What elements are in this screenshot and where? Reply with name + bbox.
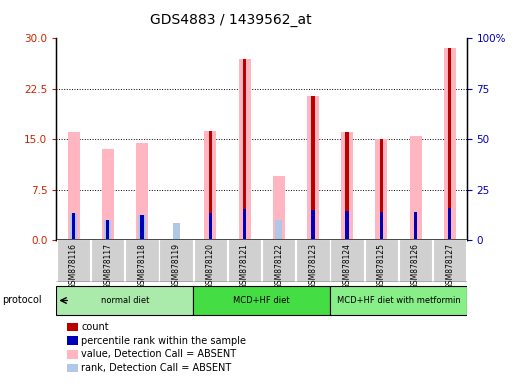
Bar xyxy=(70,213,77,240)
Bar xyxy=(56,286,193,315)
Bar xyxy=(444,48,456,240)
Bar xyxy=(68,132,80,240)
Bar xyxy=(57,239,90,282)
Bar xyxy=(376,139,387,240)
Bar xyxy=(433,239,466,282)
Bar xyxy=(243,58,246,240)
Bar xyxy=(243,209,246,240)
Bar xyxy=(160,239,193,282)
Text: GSM878117: GSM878117 xyxy=(103,243,112,289)
Bar xyxy=(239,58,250,240)
Text: value, Detection Call = ABSENT: value, Detection Call = ABSENT xyxy=(81,349,236,359)
Bar xyxy=(380,139,383,240)
Bar xyxy=(414,212,417,240)
Bar xyxy=(91,239,125,282)
Bar xyxy=(104,220,111,240)
Text: GSM878125: GSM878125 xyxy=(377,243,386,289)
Bar xyxy=(204,131,216,240)
Text: GSM878120: GSM878120 xyxy=(206,243,215,289)
Bar xyxy=(345,211,349,240)
Text: GSM878121: GSM878121 xyxy=(240,243,249,288)
Bar xyxy=(448,208,451,240)
Text: GSM878119: GSM878119 xyxy=(172,243,181,289)
Bar xyxy=(193,239,227,282)
Bar xyxy=(102,149,114,240)
Text: GSM878123: GSM878123 xyxy=(308,243,318,289)
Text: MCD+HF diet with metformin: MCD+HF diet with metformin xyxy=(337,296,460,305)
Text: GDS4883 / 1439562_at: GDS4883 / 1439562_at xyxy=(150,13,312,27)
Text: count: count xyxy=(81,322,109,332)
Text: GSM878126: GSM878126 xyxy=(411,243,420,289)
Text: MCD+HF diet: MCD+HF diet xyxy=(233,296,290,305)
Bar xyxy=(140,215,144,240)
Bar xyxy=(193,286,330,315)
Bar xyxy=(345,132,349,240)
Bar xyxy=(330,239,364,282)
Bar xyxy=(311,96,314,240)
Bar xyxy=(380,212,383,240)
Bar xyxy=(275,220,282,240)
Bar xyxy=(448,48,451,240)
Bar xyxy=(209,131,212,240)
Bar xyxy=(307,96,319,240)
Text: normal diet: normal diet xyxy=(101,296,149,305)
Bar xyxy=(296,239,330,282)
Bar xyxy=(228,239,261,282)
Bar xyxy=(125,239,159,282)
Bar xyxy=(273,176,285,240)
Bar xyxy=(209,213,212,240)
Text: percentile rank within the sample: percentile rank within the sample xyxy=(81,336,246,346)
Bar xyxy=(365,239,398,282)
Bar xyxy=(139,215,146,240)
Bar xyxy=(399,239,432,282)
Bar xyxy=(311,210,314,240)
Text: GSM878124: GSM878124 xyxy=(343,243,351,289)
Text: protocol: protocol xyxy=(3,295,42,305)
Text: GSM878116: GSM878116 xyxy=(69,243,78,289)
Bar xyxy=(262,239,295,282)
Bar xyxy=(341,132,353,240)
Text: GSM878127: GSM878127 xyxy=(445,243,454,289)
Bar xyxy=(106,220,109,240)
Text: GSM878122: GSM878122 xyxy=(274,243,283,288)
Bar xyxy=(330,286,467,315)
Bar xyxy=(72,213,75,240)
Bar xyxy=(172,223,180,240)
Bar xyxy=(136,142,148,240)
Bar xyxy=(409,136,422,240)
Text: GSM878118: GSM878118 xyxy=(137,243,146,288)
Text: rank, Detection Call = ABSENT: rank, Detection Call = ABSENT xyxy=(81,363,231,373)
